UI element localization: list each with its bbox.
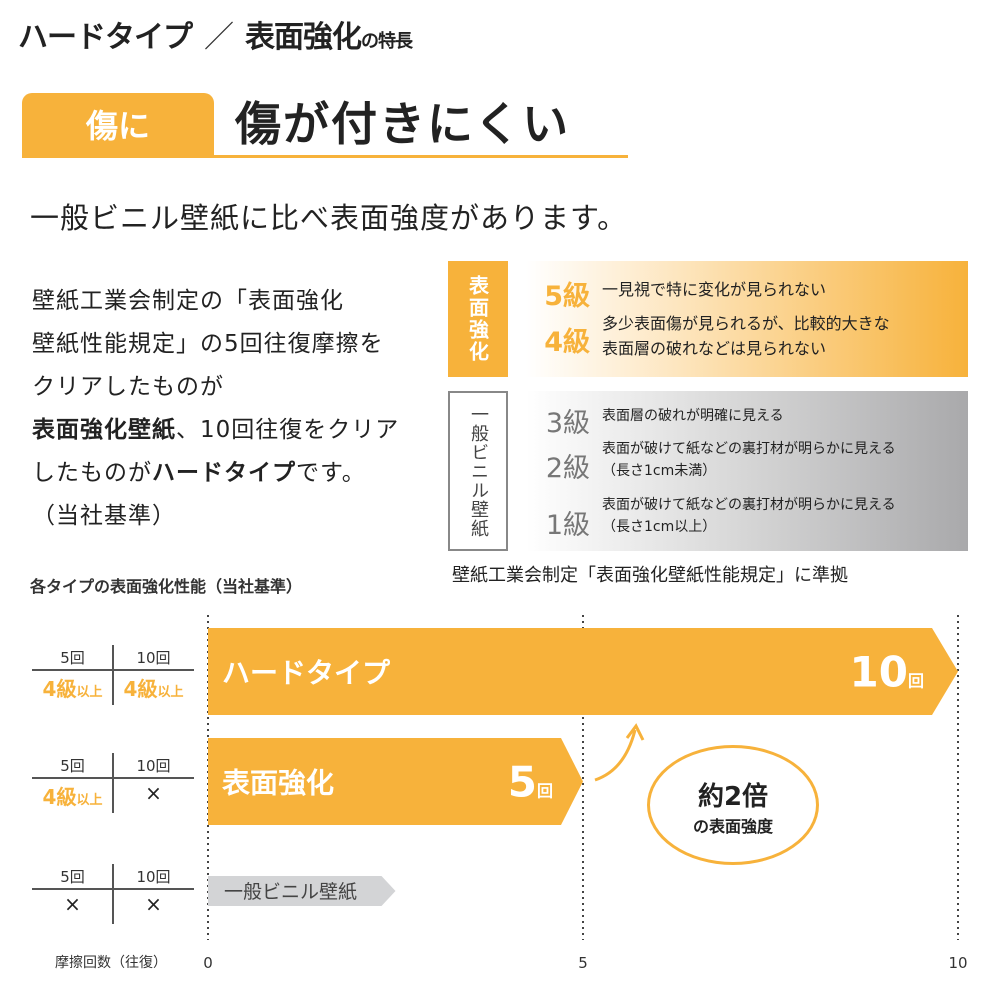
body-span: です。 — [296, 460, 366, 486]
desc-line: 表面が破けて紙などの裏打材が明らかに見える — [602, 441, 896, 457]
value-suffix: 以上 — [76, 685, 103, 700]
body-span: 、10回往復をクリア — [176, 417, 400, 443]
arrow-head-icon — [625, 723, 645, 741]
bar-data-label: 5回 — [508, 758, 553, 807]
annotation-bubble: 約2倍 の表面強度 — [647, 745, 819, 865]
arrow-curve — [594, 729, 637, 782]
table-value: 4級以上 — [32, 673, 113, 702]
body-bold: 表面強化壁紙 — [32, 417, 176, 443]
bar — [208, 738, 583, 825]
table-header: 5回 — [60, 757, 85, 775]
standard-bottom-panel — [448, 391, 968, 551]
x-tick-label: 10 — [948, 954, 967, 972]
title-hard: ハードタイプ — [18, 20, 193, 55]
table-value: × — [113, 892, 194, 916]
headline: 傷が付きにくい — [235, 97, 571, 151]
value-main: × — [64, 892, 81, 916]
body-bold: ハードタイプ — [152, 460, 296, 486]
lead-text: 一般ビニル壁紙に比べ表面強度があります。 — [30, 201, 628, 235]
desc-line: 表面層の破れなどは見られない — [602, 339, 827, 358]
page-title: ハードタイプ ／ 表面強化の特長 — [18, 12, 413, 56]
standard-top-panel — [448, 261, 968, 377]
table-value: 4級以上 — [32, 781, 113, 810]
bar — [208, 876, 396, 906]
value-suffix: 以上 — [76, 793, 103, 808]
table-value: 4級以上 — [113, 673, 194, 702]
body-line: （当社基準） — [32, 503, 176, 529]
value-main: 4級 — [42, 785, 77, 809]
x-axis-label: 摩擦回数（往復） — [55, 955, 167, 971]
value-main: × — [145, 781, 162, 805]
table-header: 10回 — [136, 757, 171, 775]
table-header: 5回 — [60, 868, 85, 886]
table-divider — [112, 645, 114, 705]
title-suffix: の特長 — [361, 31, 413, 52]
annotation-sub: の表面強度 — [692, 817, 773, 836]
chart-title: 各タイプの表面強化性能（当社基準） — [30, 577, 303, 596]
bar-category-label: 一般ビニル壁紙 — [224, 881, 357, 903]
body-line: 表面強化壁紙、10回往復をクリア — [32, 409, 399, 452]
body-line: 壁紙性能規定」の5回往復摩擦を — [32, 331, 384, 357]
title-surface: 表面強化 — [245, 20, 362, 55]
grade-5-desc: 一見視で特に変化が見られない — [602, 280, 827, 299]
result-table-surface: 5回 10回 4級以上 × — [32, 753, 194, 813]
headline-underline — [22, 155, 628, 158]
bar-category-label: 表面強化 — [222, 767, 334, 800]
section-badge: 傷に — [22, 93, 214, 155]
body-line: クリアしたものが — [32, 374, 224, 400]
standard-bottom-label: 一般ビニル壁紙 — [448, 391, 508, 551]
value-main: 4級 — [123, 677, 158, 701]
bar — [208, 628, 958, 715]
value-main: 4級 — [42, 677, 77, 701]
table-value: × — [32, 892, 113, 916]
desc-line: 多少表面傷が見られるが、比較的大きな — [602, 314, 890, 333]
body-line: 壁紙工業会制定の「表面強化 — [32, 288, 344, 314]
result-table-hard: 5回 10回 4級以上 4級以上 — [32, 645, 194, 705]
grade-2: 2級 — [545, 453, 590, 484]
value-suffix: 以上 — [157, 685, 184, 700]
value-main: × — [145, 892, 162, 916]
table-header: 5回 — [60, 649, 85, 667]
x-tick-label: 5 — [578, 954, 588, 972]
grade-2-desc: 表面が破けて紙などの裏打材が明らかに見える （長さ1cm未満） — [602, 438, 896, 482]
title-slash: ／ — [204, 20, 234, 55]
result-table-vinyl: 5回 10回 × × — [32, 864, 194, 924]
standard-note: 壁紙工業会制定「表面強化壁紙性能規定」に準拠 — [452, 565, 848, 586]
grade-3: 3級 — [545, 408, 590, 439]
annotation-main: 約2倍 — [697, 782, 769, 812]
grade-4-desc: 多少表面傷が見られるが、比較的大きな 表面層の破れなどは見られない — [602, 311, 890, 361]
table-divider — [112, 753, 114, 813]
body-line: したものがハードタイプです。 — [32, 452, 399, 495]
grade-1: 1級 — [545, 510, 590, 541]
desc-line: （長さ1cm以上） — [602, 519, 717, 535]
table-header: 10回 — [136, 649, 171, 667]
bar-category-label: ハードタイプ — [222, 657, 391, 690]
desc-line: 表面が破けて紙などの裏打材が明らかに見える — [602, 497, 896, 513]
grade-3-desc: 表面層の破れが明確に見える — [602, 408, 784, 424]
grade-4: 4級 — [544, 327, 590, 358]
body-span: したものが — [32, 460, 152, 486]
table-header: 10回 — [136, 868, 171, 886]
table-value: × — [113, 781, 194, 805]
standard-top-label: 表面強化 — [448, 261, 508, 377]
grade-5: 5級 — [544, 281, 590, 312]
body-text: 壁紙工業会制定の「表面強化 壁紙性能規定」の5回往復摩擦を クリアしたものが 表… — [32, 280, 399, 538]
bar-data-label: 10回 — [850, 648, 924, 697]
desc-line: （長さ1cm未満） — [602, 463, 717, 479]
grade-1-desc: 表面が破けて紙などの裏打材が明らかに見える （長さ1cm以上） — [602, 494, 896, 538]
table-divider — [112, 864, 114, 924]
x-tick-label: 0 — [203, 954, 213, 972]
